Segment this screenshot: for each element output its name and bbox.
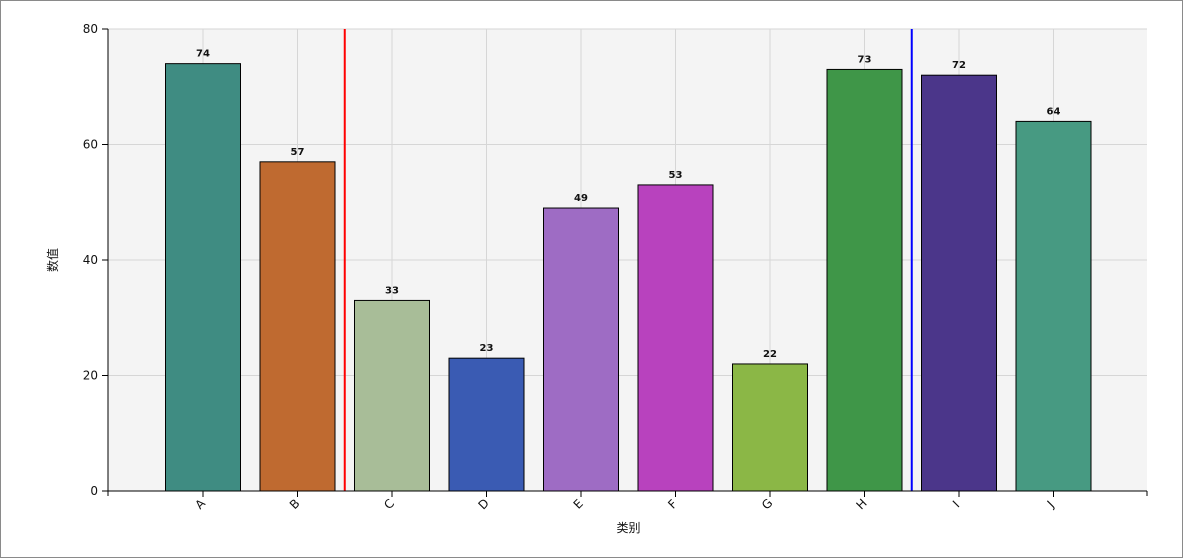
- bar-F: [637, 184, 714, 492]
- data-label: 22: [763, 349, 777, 360]
- bar-C: [354, 299, 430, 492]
- y-tick-label: 0: [90, 484, 98, 498]
- data-labels: 74 57 33 23 49 53 22 73 72 64: [196, 49, 1060, 360]
- data-label: 33: [385, 285, 399, 296]
- x-axis-title: 类别: [616, 521, 640, 535]
- x-tick-label: E: [571, 497, 586, 512]
- x-tick-label: H: [854, 496, 870, 512]
- data-label: 49: [574, 193, 588, 204]
- reference-lines: [343, 29, 913, 491]
- bar-B: [259, 161, 336, 492]
- x-tick-label: F: [665, 497, 680, 512]
- y-tick-label: 60: [83, 138, 98, 152]
- x-tick-label: A: [192, 496, 208, 512]
- bar-J: [1015, 120, 1092, 492]
- bar-A: [165, 63, 241, 492]
- data-label: 74: [196, 49, 210, 60]
- x-tick-label: D: [475, 496, 491, 512]
- bars: [165, 63, 1092, 492]
- y-axis-title: 数值: [45, 248, 60, 272]
- data-label: 64: [1047, 106, 1061, 117]
- y-tick-label: 20: [83, 369, 98, 383]
- bar-H: [826, 68, 903, 492]
- data-label: 53: [669, 170, 683, 181]
- x-tick-label: J: [1044, 498, 1057, 511]
- data-label: 73: [858, 54, 872, 65]
- y-tick-label: 80: [83, 22, 98, 36]
- data-label: 57: [291, 147, 305, 158]
- x-tick-label: C: [381, 496, 397, 512]
- bar-I: [921, 74, 997, 492]
- y-tick-label: 40: [83, 253, 98, 267]
- bar-G: [732, 363, 808, 492]
- bar-D: [448, 357, 525, 492]
- x-tick-label: B: [287, 496, 303, 512]
- x-tick-label: I: [950, 498, 962, 510]
- bar-E: [543, 207, 619, 492]
- data-label: 72: [952, 60, 966, 71]
- data-label: 23: [480, 343, 494, 354]
- x-tick-label: G: [759, 496, 775, 512]
